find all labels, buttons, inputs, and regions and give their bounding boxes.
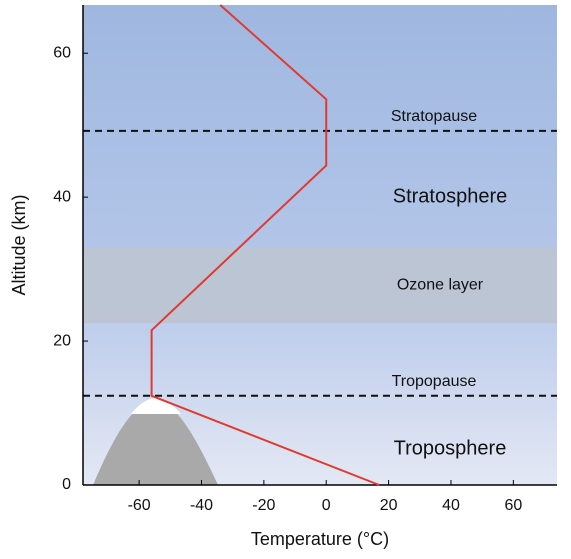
band-label: Ozone layer [397, 277, 484, 294]
lines: Stratopause Tropopause [83, 108, 557, 397]
annotation: Troposphere [394, 437, 507, 459]
y-axis-title: Altitude (km) [9, 194, 29, 295]
data-line [150, 4, 380, 486]
x-tick-label: 40 [442, 497, 460, 514]
x-tick-label: -60 [128, 497, 151, 514]
reference-label: Stratopause [391, 108, 477, 125]
y-tick-label: 60 [53, 44, 71, 61]
x-tick-label: 20 [380, 497, 398, 514]
x-tick-label: -40 [190, 497, 213, 514]
band [83, 247, 557, 324]
snow-cap [131, 398, 181, 414]
y-tick-label: 20 [53, 332, 71, 349]
reference-label: Tropopause [392, 373, 477, 390]
y-tick-label: 0 [62, 476, 71, 493]
x-axis-title: Temperature (°C) [251, 529, 389, 549]
x-tick-label: 60 [504, 497, 522, 514]
mountain [93, 399, 218, 485]
bands: Ozone layer [83, 247, 557, 324]
x-tick-label: -20 [252, 497, 275, 514]
y-tick-label: 40 [53, 188, 71, 205]
annotation: Stratosphere [393, 185, 508, 207]
x-tick-label: 0 [322, 497, 331, 514]
